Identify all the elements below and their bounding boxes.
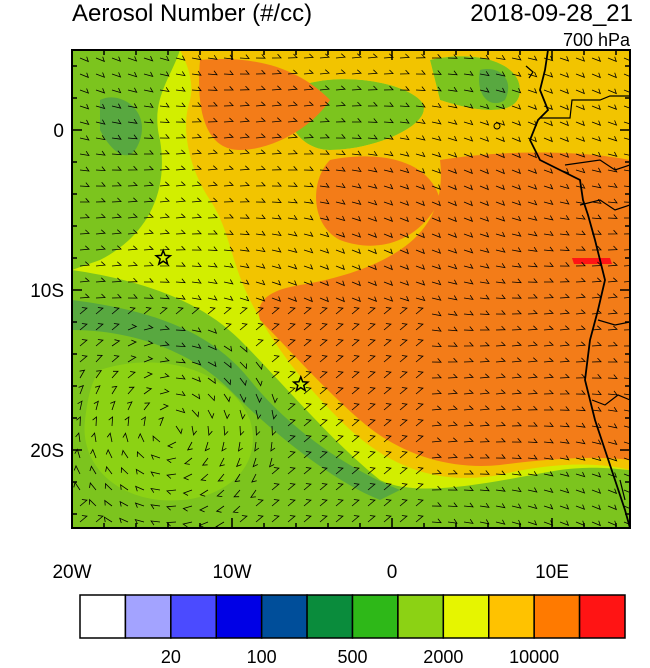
lat-tick-label: 0 xyxy=(53,121,64,142)
map-frame xyxy=(71,49,631,529)
colorbar-swatch xyxy=(488,594,535,639)
colorbar-label: 10000 xyxy=(509,647,560,667)
lat-tick-label: 10S xyxy=(30,281,64,302)
colorbar-swatch xyxy=(170,594,217,639)
colorbar-swatch xyxy=(124,594,172,639)
colorbar-label: 20 xyxy=(160,647,181,667)
lon-tick-label: 10E xyxy=(535,562,569,583)
station-star xyxy=(291,374,310,393)
colorbar-swatch xyxy=(533,594,581,639)
colorbar-swatch xyxy=(79,594,127,639)
colorbar-swatch xyxy=(260,594,308,639)
plot-title: Aerosol Number (#/cc) xyxy=(72,0,313,27)
colorbar-swatch xyxy=(306,594,354,639)
colorbar-swatch xyxy=(397,594,445,639)
colorbar-swatch xyxy=(215,594,263,639)
lat-tick-label: 20S xyxy=(30,441,64,462)
colorbar-swatch xyxy=(351,594,399,639)
colorbar-label: 2000 xyxy=(423,647,464,667)
lon-tick-label: 20W xyxy=(52,562,91,583)
colorbar-swatch xyxy=(442,594,490,639)
aerosol-field xyxy=(72,50,630,528)
lon-tick-label: 0 xyxy=(387,562,398,583)
pressure-level: 700 hPa xyxy=(562,30,630,50)
timestamp: 2018-09-28_21 xyxy=(470,0,633,27)
station-star xyxy=(154,248,173,266)
colorbar-label: 100 xyxy=(246,647,277,667)
colorbar-swatch xyxy=(578,594,626,639)
colorbar xyxy=(79,594,626,639)
lon-tick-label: 10W xyxy=(212,562,251,583)
colorbar-label: 500 xyxy=(337,647,368,667)
